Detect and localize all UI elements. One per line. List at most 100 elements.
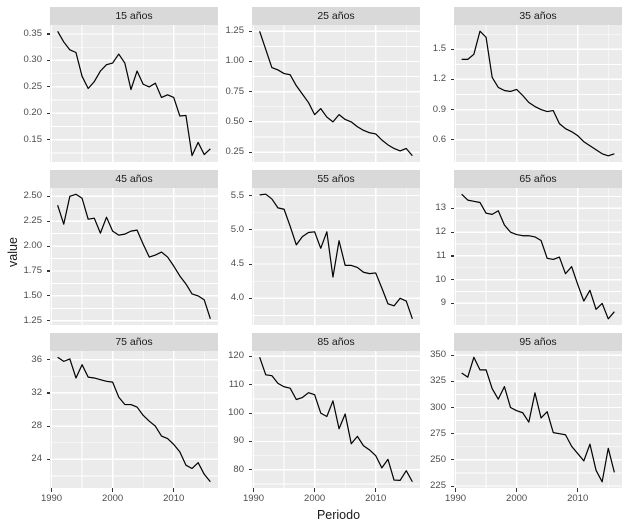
y-tick-label: 350 [430, 349, 446, 361]
facet-cell: 95 años 225 250 275 300 325 350 1990 2000 2010 [420, 333, 622, 514]
gridlines-major [454, 351, 622, 488]
facet-plot-area [252, 25, 420, 162]
data-line [461, 30, 615, 157]
facet-strip-label: 55 años [317, 173, 355, 185]
y-tick-mark [248, 384, 252, 386]
facet-strip-label: 85 años [317, 336, 355, 348]
y-tick-label: 0.75 [225, 85, 245, 97]
x-tick-mark [375, 488, 377, 492]
y-tick-label: 11 [436, 249, 446, 261]
facet-strip: 65 años [454, 170, 622, 188]
facet-cell: 25 años 0.25 0.50 0.75 1.00 1.25 [218, 7, 420, 162]
x-tick-mark [454, 488, 457, 492]
y-tick-mark [46, 320, 50, 322]
y-tick-mark [46, 59, 50, 62]
y-tick-label: 0.35 [23, 27, 43, 39]
y-tick-mark [46, 458, 50, 460]
data-line [461, 193, 615, 320]
y-tick-mark [450, 354, 454, 356]
gridlines-major [50, 25, 218, 162]
y-tick-label: 250 [430, 453, 446, 465]
y-tick-mark [46, 195, 50, 197]
y-tick-mark [46, 295, 50, 297]
gridlines-minor [454, 25, 622, 162]
y-tick-label: 5.0 [230, 223, 244, 235]
data-line [259, 193, 413, 320]
y-tick-label: 325 [430, 375, 446, 387]
gridlines-minor [50, 188, 218, 325]
facet-strip: 35 años [454, 7, 622, 25]
y-tick-label: 1.50 [23, 289, 43, 301]
x-tick-mark [577, 488, 579, 492]
y-tick-label: 0.20 [23, 107, 43, 119]
facet-plot-area [50, 25, 218, 162]
y-tick-mark [248, 60, 252, 63]
y-tick-label: 1.2 [432, 73, 446, 85]
y-tick-mark [450, 459, 454, 461]
y-tick-mark [248, 440, 252, 443]
x-tick-label: 2000 [102, 493, 124, 504]
y-tick-label: 300 [430, 401, 446, 413]
gridlines-major [50, 351, 218, 488]
y-tick-label: 1.25 [225, 25, 245, 37]
facet-strip: 25 años [252, 7, 420, 25]
facet-strip-label: 45 años [115, 173, 153, 185]
gridlines-minor [252, 25, 420, 162]
facet-strip: 85 años [252, 333, 420, 351]
gridlines-minor [252, 188, 420, 325]
y-tick-label: 2.25 [23, 215, 43, 227]
y-tick-label: 1.00 [225, 55, 245, 67]
facet-strip-label: 95 años [519, 336, 557, 348]
y-tick-label: 0.6 [432, 133, 446, 145]
y-tick-mark [248, 263, 252, 265]
y-tick-label: 0.9 [432, 103, 446, 115]
y-tick-mark [248, 121, 252, 123]
gridlines-major [454, 188, 622, 325]
y-tick-label: 12 [435, 226, 446, 238]
y-tick-label: 110 [228, 378, 244, 390]
facet-plot-area [454, 188, 622, 325]
gridlines-minor [50, 25, 218, 162]
y-tick-mark [46, 33, 50, 35]
gridlines-minor [50, 351, 218, 488]
data-line [57, 31, 211, 157]
facet-plot-area [252, 351, 420, 488]
x-tick-mark [112, 488, 114, 492]
y-tick-label: 100 [228, 407, 244, 419]
x-tick-label: 2010 [365, 493, 387, 504]
y-tick-label: 9 [440, 297, 446, 309]
facet-plot-area [50, 188, 218, 325]
y-tick-mark [46, 245, 50, 247]
x-tick-mark [516, 488, 518, 492]
y-tick-label: 1.75 [23, 264, 43, 276]
y-tick-mark [248, 355, 252, 357]
x-tick-mark [50, 488, 53, 492]
y-tick-mark [248, 412, 252, 414]
facet-strip: 75 años [50, 333, 218, 351]
facet-cell: 35 años 0.6 0.9 1.2 1.5 [420, 7, 622, 162]
y-tick-mark [248, 30, 252, 32]
facet-cell: 15 años 0.15 0.20 0.25 0.30 0.35 [16, 7, 218, 162]
x-tick-label: 2000 [506, 493, 528, 504]
y-tick-mark [46, 86, 50, 88]
y-tick-mark [450, 302, 454, 304]
facet-plot-area [252, 188, 420, 325]
y-tick-label: 0.25 [225, 146, 245, 158]
facet-strip: 55 años [252, 170, 420, 188]
y-tick-mark [248, 469, 252, 471]
y-tick-label: 36 [31, 353, 42, 365]
y-tick-label: 80 [233, 463, 244, 475]
y-tick-label: 4.0 [230, 292, 244, 304]
y-tick-mark [46, 425, 50, 427]
y-tick-label: 28 [31, 420, 42, 432]
y-tick-mark [46, 270, 50, 272]
y-tick-mark [450, 78, 454, 81]
y-tick-label: 24 [31, 453, 42, 465]
y-tick-mark [450, 207, 454, 209]
y-tick-mark [248, 195, 252, 197]
y-tick-label: 120 [228, 350, 244, 362]
y-tick-label: 2.50 [23, 190, 43, 202]
x-tick-label: 2010 [163, 493, 185, 504]
x-tick-label: 1990 [40, 493, 63, 504]
